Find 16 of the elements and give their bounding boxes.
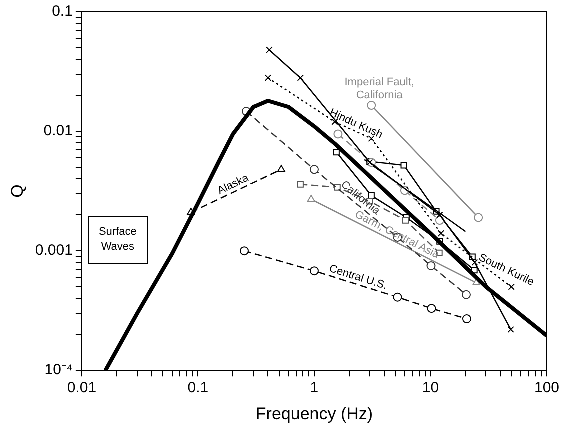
x-tick-label: 0.01 bbox=[67, 380, 97, 397]
x-tick-label: 100 bbox=[534, 380, 560, 397]
y-tick-label: 0.01 bbox=[44, 122, 73, 140]
x-tick-label: 1 bbox=[310, 380, 319, 397]
y-tick-label: 0.1 bbox=[52, 3, 73, 20]
text: Hindu Kush bbox=[328, 106, 385, 142]
y-tick-label: 10⁻⁴ bbox=[44, 362, 73, 379]
y-tick-label: 0.001 bbox=[35, 242, 73, 260]
text: Alaska bbox=[216, 172, 252, 198]
y-axis-title: Q bbox=[8, 184, 27, 198]
text: Central U.S. bbox=[328, 262, 389, 292]
x-axis-title: Frequency (Hz) bbox=[256, 404, 374, 424]
annotation: Surface Waves bbox=[88, 216, 148, 264]
series-label: Imperial Fault, California bbox=[344, 76, 414, 102]
x-tick-label: 0.1 bbox=[188, 380, 209, 397]
x-tick-label: 10 bbox=[422, 380, 440, 397]
